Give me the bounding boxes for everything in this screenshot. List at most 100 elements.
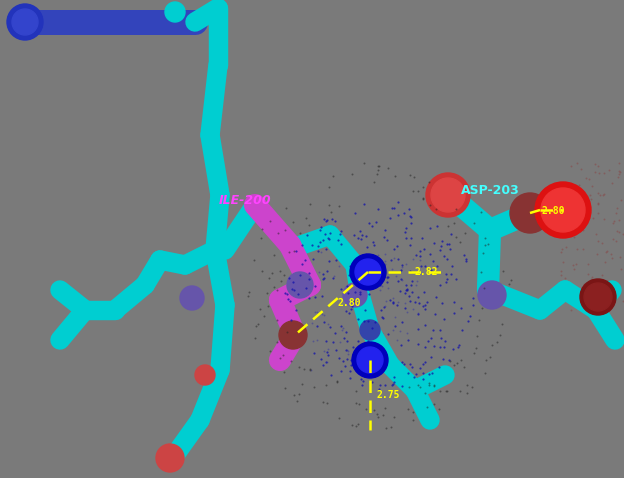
Point	[429, 239, 439, 246]
Point	[383, 330, 393, 337]
Point	[405, 212, 415, 220]
Point	[462, 390, 472, 397]
Point	[406, 213, 416, 221]
Point	[348, 353, 358, 361]
Point	[441, 278, 451, 286]
Point	[374, 386, 384, 393]
Point	[341, 328, 351, 336]
Point	[407, 416, 417, 424]
Point	[266, 269, 276, 277]
Point	[383, 284, 393, 292]
Point	[593, 199, 603, 207]
Point	[585, 191, 595, 198]
Point	[336, 285, 346, 293]
Point	[318, 236, 328, 243]
Point	[602, 305, 612, 313]
Point	[388, 299, 398, 307]
Point	[321, 217, 331, 225]
Point	[605, 302, 615, 309]
Point	[401, 224, 411, 232]
Point	[324, 184, 334, 191]
Point	[291, 306, 301, 314]
Point	[342, 355, 352, 363]
Point	[376, 381, 386, 389]
Point	[396, 261, 406, 269]
Point	[243, 293, 253, 300]
Point	[587, 273, 597, 281]
Point	[595, 191, 605, 198]
Point	[390, 314, 400, 321]
Point	[297, 380, 307, 388]
Point	[419, 303, 429, 310]
Point	[364, 219, 374, 227]
Point	[325, 323, 335, 330]
Point	[359, 317, 369, 325]
Point	[580, 288, 590, 296]
Point	[415, 383, 425, 391]
Point	[315, 239, 325, 246]
Point	[611, 237, 621, 245]
Point	[389, 413, 399, 421]
Point	[393, 212, 403, 219]
Point	[272, 316, 282, 324]
Point	[368, 369, 378, 377]
Point	[383, 273, 393, 281]
Point	[404, 292, 414, 300]
Point	[310, 383, 319, 391]
Point	[446, 357, 456, 365]
Point	[599, 169, 609, 177]
Point	[432, 262, 442, 270]
Point	[401, 299, 411, 307]
Point	[268, 251, 278, 259]
Point	[415, 256, 425, 264]
Point	[389, 245, 399, 252]
Point	[326, 208, 336, 216]
Point	[558, 258, 568, 266]
Point	[568, 219, 578, 227]
Ellipse shape	[156, 444, 184, 472]
Point	[452, 358, 462, 366]
Point	[287, 285, 297, 293]
Point	[459, 363, 469, 370]
Point	[429, 342, 439, 350]
Point	[405, 297, 415, 305]
Point	[405, 360, 415, 368]
Point	[401, 372, 411, 380]
Point	[356, 357, 366, 365]
Point	[558, 184, 568, 192]
Point	[331, 217, 341, 225]
Point	[572, 191, 582, 199]
Point	[289, 286, 299, 294]
Point	[336, 241, 346, 249]
Point	[299, 366, 309, 373]
Point	[567, 290, 577, 297]
Point	[482, 356, 492, 364]
Ellipse shape	[165, 2, 185, 22]
Point	[388, 294, 397, 302]
Point	[557, 249, 567, 256]
Point	[288, 279, 298, 286]
Point	[412, 325, 422, 332]
Point	[457, 326, 467, 334]
Point	[412, 374, 422, 382]
Point	[461, 255, 471, 262]
Point	[405, 171, 415, 178]
Ellipse shape	[287, 272, 313, 298]
Point	[447, 262, 457, 270]
Point	[358, 377, 368, 385]
Point	[474, 316, 484, 324]
Point	[324, 235, 334, 243]
Point	[395, 287, 405, 294]
Point	[356, 375, 366, 382]
Point	[280, 368, 290, 376]
Point	[506, 277, 516, 284]
Point	[379, 380, 389, 388]
Point	[385, 214, 395, 222]
Point	[614, 168, 624, 175]
Point	[263, 274, 273, 282]
Point	[336, 228, 346, 235]
Point	[413, 309, 423, 316]
Point	[414, 364, 424, 371]
Point	[379, 362, 389, 369]
Point	[308, 270, 318, 278]
